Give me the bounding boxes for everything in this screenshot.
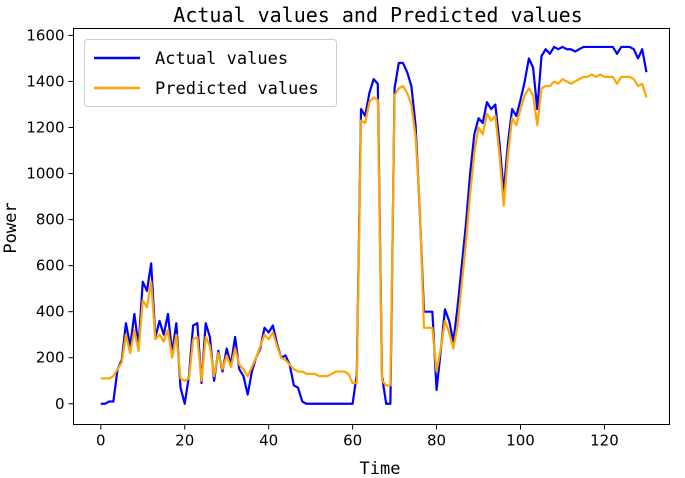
x-axis-label: Time: [360, 459, 401, 478]
series-lines: [100, 45, 648, 405]
series-line-predicted: [100, 73, 648, 387]
x-axis-ticks: 0 20 40 60 80 100 120: [96, 424, 619, 450]
legend-box: [84, 39, 337, 107]
y-tick-label: 800: [36, 211, 65, 229]
y-tick-label: 0: [55, 395, 65, 413]
legend-label-actual: Actual values: [155, 49, 288, 69]
plot-area-frame: [73, 28, 670, 425]
y-tick-label: 400: [36, 303, 65, 321]
chart-title: Actual values and Predicted values: [173, 3, 582, 27]
y-tick-label: 1400: [26, 72, 64, 90]
x-tick-label: 0: [96, 432, 106, 450]
y-tick-label: 1000: [26, 165, 64, 183]
x-tick-label: 120: [590, 432, 619, 450]
x-tick-label: 20: [175, 432, 194, 450]
y-tick-label: 1600: [26, 26, 64, 44]
x-tick-label: 100: [506, 432, 535, 450]
y-tick-label: 600: [36, 257, 65, 275]
legend-label-predicted: Predicted values: [155, 79, 319, 99]
y-axis-ticks: 0 200 400 600 800 1000 1200 1400 1600: [26, 26, 74, 413]
legend: Actual values Predicted values: [84, 39, 337, 107]
x-tick-label: 80: [427, 432, 446, 450]
x-tick-label: 40: [259, 432, 278, 450]
y-tick-label: 1200: [26, 119, 64, 137]
y-tick-label: 200: [36, 349, 65, 367]
x-tick-label: 60: [343, 432, 362, 450]
y-axis-label: Power: [1, 202, 21, 253]
